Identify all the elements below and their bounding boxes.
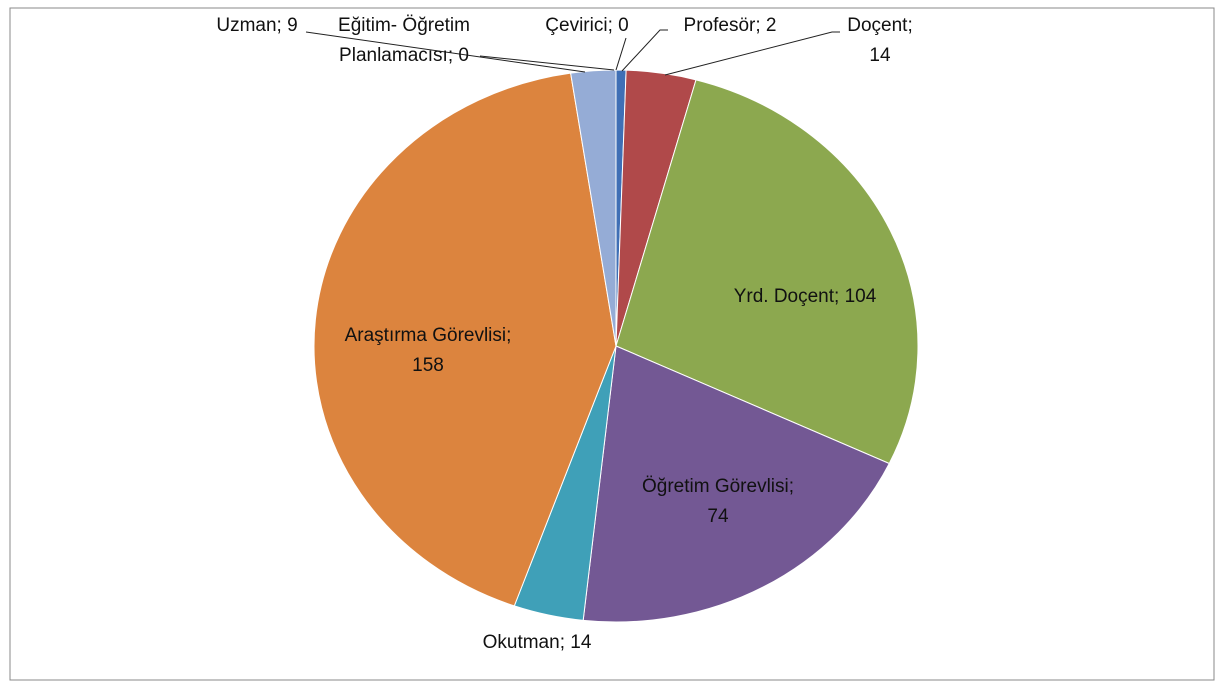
pie-slice bbox=[313, 72, 617, 607]
data-label: Doçent; bbox=[847, 15, 912, 36]
data-label: Okutman; 14 bbox=[483, 632, 592, 653]
data-label: Çevirici; 0 bbox=[545, 15, 628, 36]
data-label: 14 bbox=[869, 45, 891, 66]
leader-line bbox=[615, 37, 627, 71]
data-label: Öğretim Görevlisi; bbox=[642, 476, 794, 497]
pie-slice bbox=[615, 79, 919, 465]
data-label: Yrd. Doçent; 104 bbox=[734, 286, 877, 307]
data-label: Uzman; 9 bbox=[216, 15, 297, 36]
data-label: Profesör; 2 bbox=[684, 15, 777, 36]
data-label: 74 bbox=[707, 506, 729, 527]
pie-slice bbox=[570, 69, 617, 347]
data-label: Planlamacısı; 0 bbox=[339, 45, 469, 66]
leader-line bbox=[621, 29, 668, 72]
data-label: 158 bbox=[412, 355, 444, 376]
data-label: Eğitim- Öğretim bbox=[338, 15, 470, 36]
leader-line bbox=[664, 31, 840, 76]
leader-line bbox=[479, 55, 615, 71]
data-label: Araştırma Görevlisi; bbox=[345, 325, 512, 346]
leader-line bbox=[305, 31, 586, 73]
pie-slice bbox=[582, 345, 890, 623]
